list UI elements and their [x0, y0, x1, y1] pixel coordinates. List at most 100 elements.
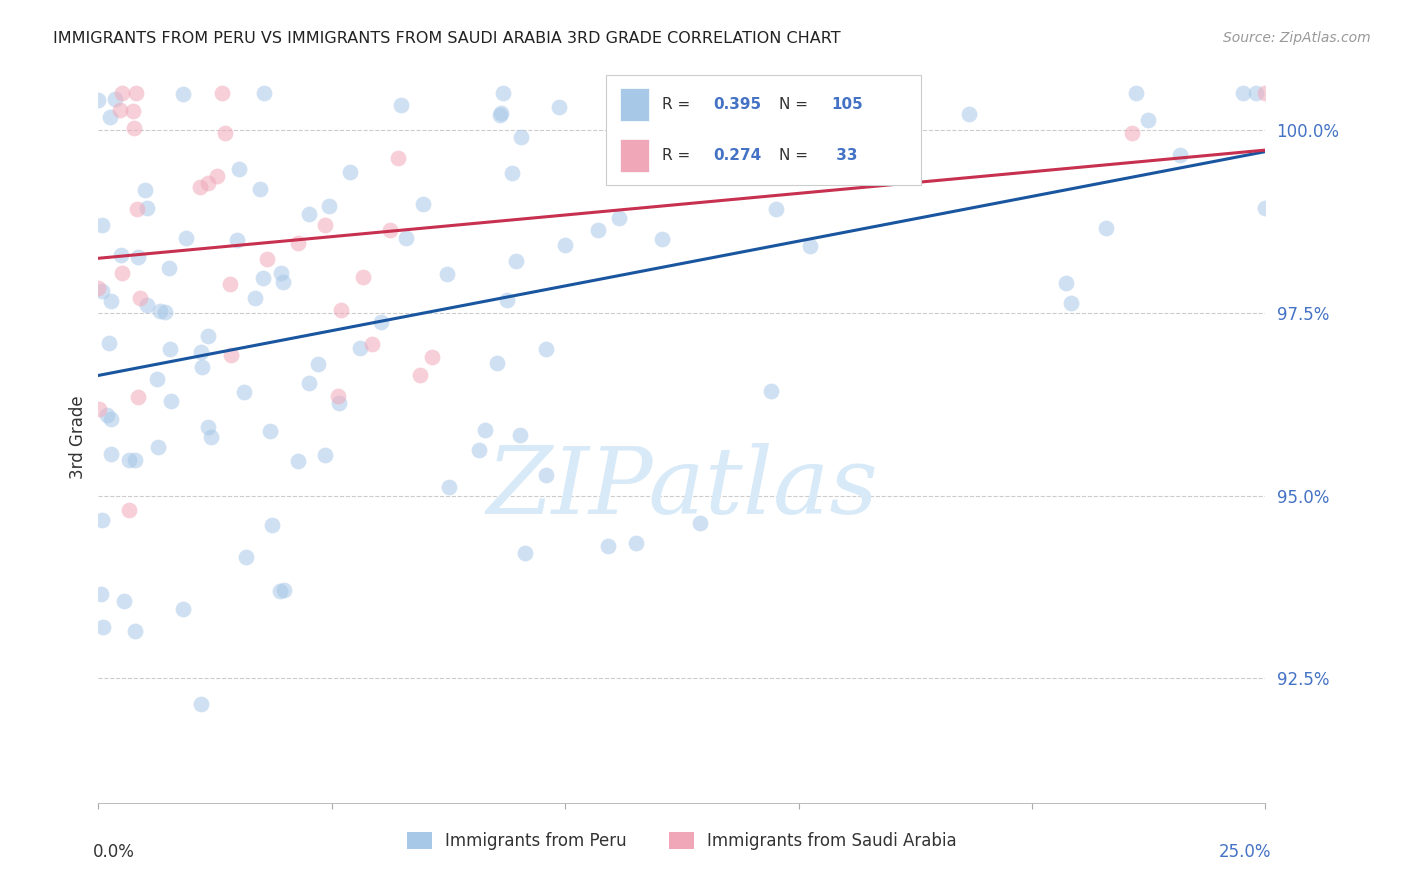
Point [149, 303, 172, 318]
Point [87, 401, 110, 416]
Point [689, 516, 711, 530]
Point [314, 448, 336, 462]
Point [318, 199, 340, 213]
Point [509, 428, 531, 442]
Text: 33: 33 [831, 147, 858, 162]
Text: N =: N = [779, 147, 813, 162]
Point [436, 268, 458, 282]
Point [111, 266, 134, 280]
Point [235, 550, 257, 565]
Point [298, 376, 321, 391]
Point [349, 342, 371, 356]
Point [87, 281, 110, 295]
Point [232, 384, 254, 399]
Point [287, 235, 309, 250]
Point [352, 270, 374, 285]
Point [252, 87, 274, 101]
Point [98, 336, 121, 351]
Point [146, 372, 169, 386]
Point [197, 328, 219, 343]
Point [218, 277, 240, 291]
Point [191, 360, 214, 375]
Point [586, 223, 609, 237]
Point [118, 452, 141, 467]
Point [136, 202, 159, 216]
Point [370, 315, 392, 329]
Point [104, 92, 127, 106]
Point [118, 503, 141, 517]
Point [474, 423, 496, 437]
Point [172, 87, 194, 101]
Point [1121, 126, 1143, 140]
Point [624, 536, 647, 550]
Point [205, 169, 228, 183]
Point [395, 231, 418, 245]
Point [271, 275, 294, 289]
Point [100, 294, 122, 309]
Text: R =: R = [662, 97, 695, 112]
Point [124, 624, 146, 639]
Point [389, 97, 412, 112]
Point [249, 182, 271, 196]
Point [90, 284, 112, 298]
Point [596, 539, 619, 553]
Point [1136, 113, 1159, 128]
Text: Source: ZipAtlas.com: Source: ZipAtlas.com [1223, 31, 1371, 45]
Point [190, 179, 212, 194]
Point [134, 183, 156, 197]
Point [91, 620, 114, 634]
FancyBboxPatch shape [620, 88, 650, 121]
Point [681, 87, 703, 101]
Point [146, 441, 169, 455]
Point [270, 266, 292, 280]
Point [328, 396, 350, 410]
Point [761, 384, 783, 398]
Point [98, 110, 121, 124]
Point [197, 176, 219, 190]
Point [160, 393, 183, 408]
Point [1232, 87, 1254, 101]
Point [307, 357, 329, 371]
Text: R =: R = [662, 147, 695, 162]
Point [513, 545, 536, 559]
Legend: Immigrants from Peru, Immigrants from Saudi Arabia: Immigrants from Peru, Immigrants from Sa… [401, 825, 963, 856]
Point [190, 697, 212, 711]
Point [174, 230, 197, 244]
Point [287, 454, 309, 468]
Point [190, 344, 212, 359]
Point [1125, 87, 1147, 101]
Point [219, 348, 242, 362]
Point [420, 350, 443, 364]
Point [832, 87, 855, 101]
Point [90, 586, 112, 600]
Text: IMMIGRANTS FROM PERU VS IMMIGRANTS FROM SAUDI ARABIA 3RD GRADE CORRELATION CHART: IMMIGRANTS FROM PERU VS IMMIGRANTS FROM … [53, 31, 841, 46]
Text: ZIPatlas: ZIPatlas [486, 443, 877, 533]
Point [799, 239, 821, 253]
Text: 0.0%: 0.0% [93, 843, 135, 861]
Point [409, 368, 432, 382]
Point [91, 219, 114, 233]
Point [328, 389, 350, 403]
Point [127, 390, 149, 404]
Point [330, 302, 353, 317]
Point [157, 261, 180, 276]
Text: 0.274: 0.274 [713, 147, 762, 162]
Point [153, 305, 176, 319]
Point [509, 129, 531, 144]
Point [488, 108, 510, 122]
Point [1060, 295, 1083, 310]
Point [127, 250, 149, 264]
Point [108, 103, 131, 117]
Point [1246, 87, 1268, 101]
Point [298, 206, 321, 220]
Point [260, 517, 283, 532]
Point [607, 211, 630, 226]
Text: 0.395: 0.395 [713, 97, 762, 112]
Point [197, 420, 219, 434]
Point [172, 602, 194, 616]
Point [122, 120, 145, 135]
Point [651, 232, 673, 246]
Point [273, 582, 295, 597]
Point [90, 513, 112, 527]
Text: N =: N = [779, 97, 813, 112]
